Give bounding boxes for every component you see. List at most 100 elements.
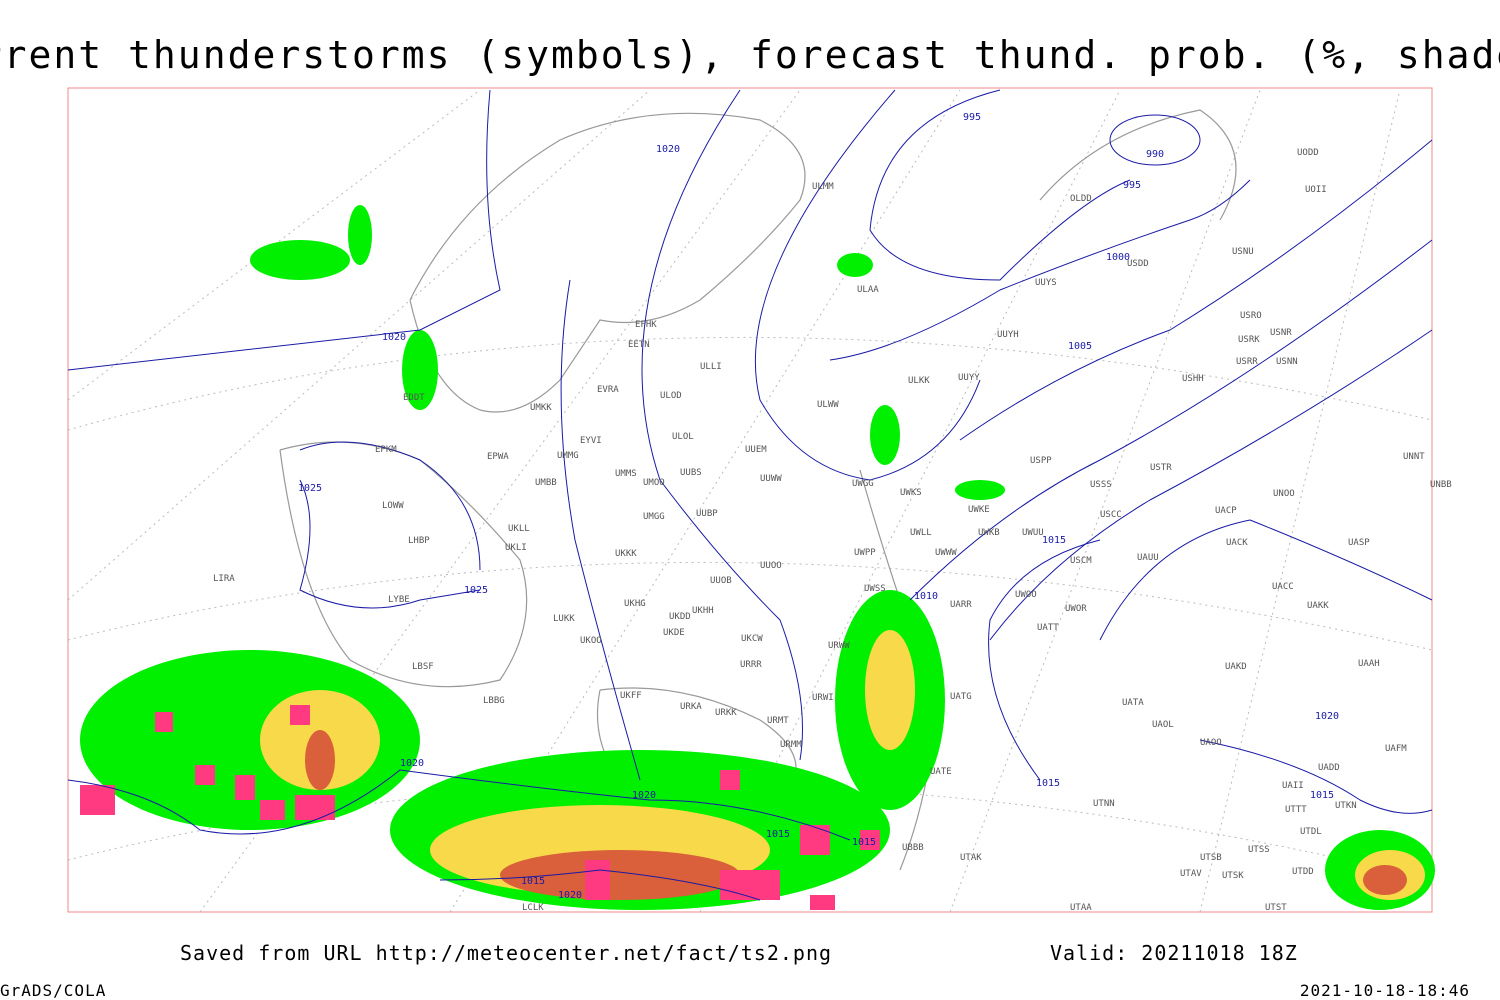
isobars (67, 89, 1433, 901)
station-label: UUBS (680, 468, 702, 478)
station-label: USCC (1100, 510, 1122, 520)
isobar-label: 1025 (464, 585, 488, 596)
station-label: ULLI (700, 362, 722, 372)
station-label: UNNT (1403, 452, 1425, 462)
isobar-label: 1000 (1106, 252, 1130, 263)
station-label: URWI (812, 693, 834, 703)
isobar-label: 1020 (382, 332, 406, 343)
station-label: UKHH (692, 606, 714, 616)
station-label: UTDL (1300, 827, 1322, 837)
station-label: USNR (1270, 328, 1292, 338)
station-label: UAOL (1152, 720, 1174, 730)
station-label: UTNN (1093, 799, 1115, 809)
station-label: UAOO (1200, 738, 1222, 748)
station-label: ULOD (660, 391, 682, 401)
footer-source: Saved from URL http://meteocenter.net/fa… (180, 941, 832, 965)
station-label: OLDD (1070, 194, 1092, 204)
station-label: USHH (1182, 374, 1204, 384)
isobar-label: 1020 (400, 758, 424, 769)
station-label: UAFM (1385, 744, 1407, 754)
station-label: EDDT (403, 393, 425, 403)
station-label: UATT (1037, 623, 1059, 633)
station-label: ULAA (857, 285, 879, 295)
station-label: UAUU (1137, 553, 1159, 563)
station-label: UTTT (1285, 805, 1307, 815)
station-label: UADD (1318, 763, 1340, 773)
station-label: USTR (1150, 463, 1172, 473)
station-label: UODD (1297, 148, 1319, 158)
station-label: UACC (1272, 582, 1294, 592)
station-label: UKDD (669, 612, 691, 622)
station-label: UWOO (1015, 590, 1037, 600)
station-label: UAAH (1358, 659, 1380, 669)
footer-software: GrADS/COLA (0, 981, 106, 1000)
station-label: UKLI (505, 543, 527, 553)
station-label: UACP (1215, 506, 1237, 516)
isobar-label: 1015 (1310, 790, 1334, 801)
isobar-label: 1020 (656, 144, 680, 155)
station-label: USPP (1030, 456, 1052, 466)
station-label: ULMM (812, 182, 834, 192)
station-label: UWKE (968, 505, 990, 515)
station-label: UMOO (643, 478, 665, 488)
station-label: EPKM (375, 445, 397, 455)
station-label: UUYH (997, 330, 1019, 340)
station-label: UMKK (530, 403, 552, 413)
station-label: EFHK (635, 320, 657, 330)
isobar-label: 995 (1123, 180, 1141, 191)
station-label: UWKS (900, 488, 922, 498)
title: Current thunderstorms (symbols), forecas… (0, 33, 1500, 77)
station-label: UUEM (745, 445, 767, 455)
station-label: UTAV (1180, 869, 1202, 879)
station-label: UKHG (624, 599, 646, 609)
footer-valid: Valid: 20211018 18Z (1050, 941, 1298, 965)
thunderstorm-symbols (80, 705, 880, 910)
station-label: UAKD (1225, 662, 1247, 672)
station-label: UOII (1305, 185, 1327, 195)
station-label: USRK (1238, 335, 1260, 345)
station-label: UTKN (1335, 801, 1357, 811)
isobar-label: 1015 (766, 829, 790, 840)
isobar-label: 1025 (298, 483, 322, 494)
station-label: LCLK (522, 903, 544, 913)
station-label: ULOL (672, 432, 694, 442)
station-label: UATE (930, 767, 952, 777)
station-label: UWSS (864, 584, 886, 594)
station-label: UWUU (1022, 528, 1044, 538)
station-label: UWLL (910, 528, 932, 538)
station-label: LOWW (382, 501, 404, 511)
station-label: UACK (1226, 538, 1248, 548)
station-label: USNU (1232, 247, 1254, 257)
station-label: LBBG (483, 696, 505, 706)
station-label: EVRA (597, 385, 619, 395)
station-label: UTST (1265, 903, 1287, 913)
station-label: UBBB (902, 843, 924, 853)
station-label: UUYY (958, 373, 980, 383)
station-label: UTSK (1222, 871, 1244, 881)
station-label: UASP (1348, 538, 1370, 548)
station-label: UUBP (696, 509, 718, 519)
station-label: LUKK (553, 614, 575, 624)
station-label: UUOB (710, 576, 732, 586)
station-label: ULWW (817, 400, 839, 410)
station-label: LIRA (213, 574, 235, 584)
station-label: UMGG (643, 512, 665, 522)
station-label: UTAA (1070, 903, 1092, 913)
station-label: UTAK (960, 853, 982, 863)
station-label: EYVI (580, 436, 602, 446)
station-label: USSS (1090, 480, 1112, 490)
station-label: ULKK (908, 376, 930, 386)
station-label: UWWW (935, 548, 957, 558)
isobar-label: 1015 (1042, 535, 1066, 546)
station-label: UUOO (760, 561, 782, 571)
station-label: UWGG (852, 479, 874, 489)
station-label: URKK (715, 708, 737, 718)
isobar-label: 1005 (1068, 341, 1092, 352)
station-label: EPWA (487, 452, 509, 462)
isobar-label: 990 (1146, 149, 1164, 160)
station-label: UKKK (615, 549, 637, 559)
station-label: UTSS (1248, 845, 1270, 855)
station-label: LBSF (412, 662, 434, 672)
station-label: UMMG (557, 451, 579, 461)
